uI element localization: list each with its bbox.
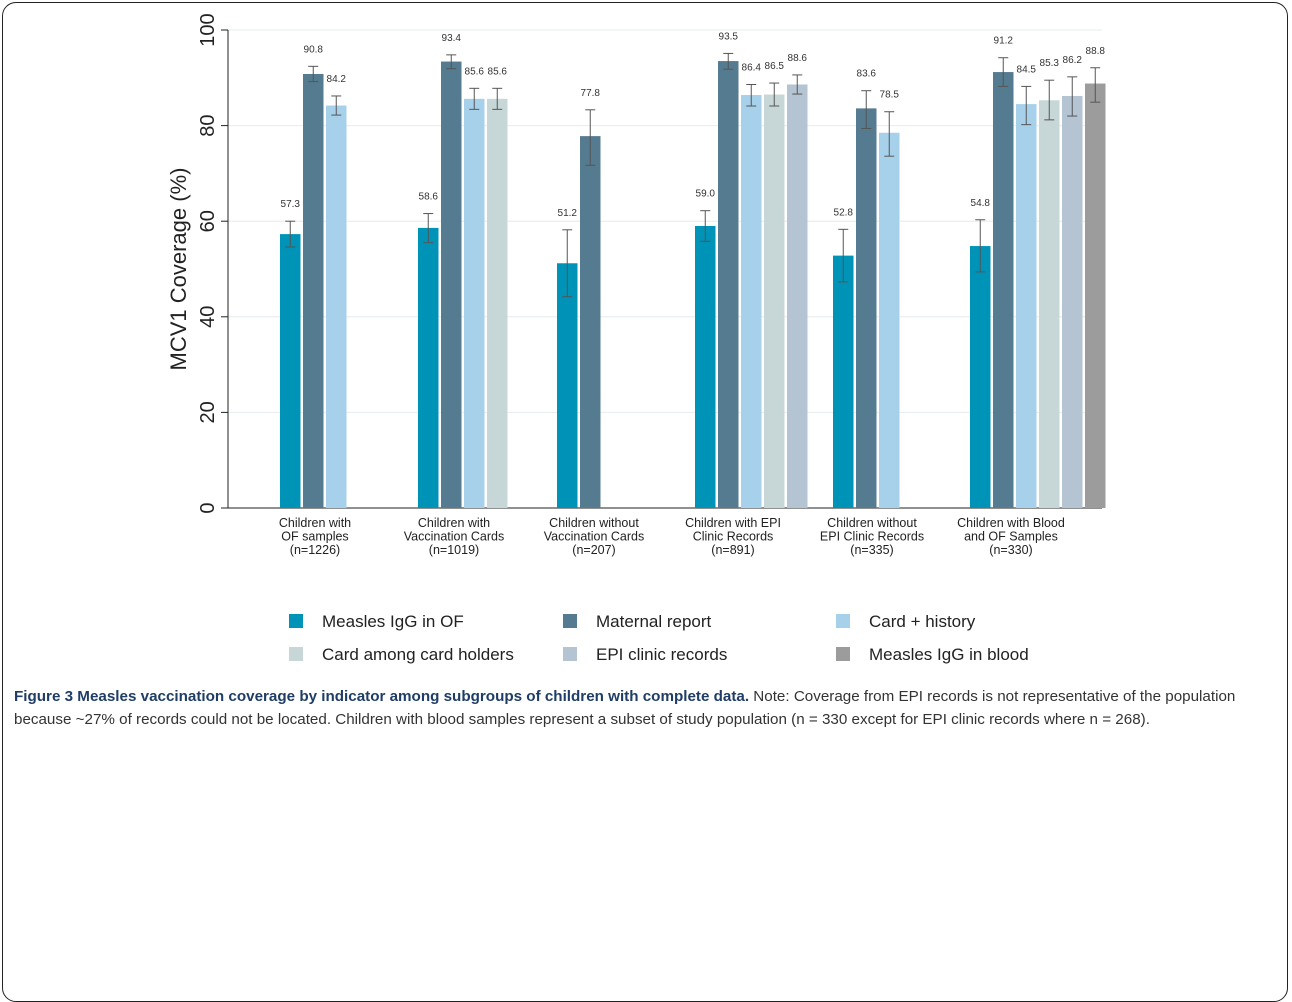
data-label: 59.0 bbox=[696, 189, 716, 200]
data-label: 51.2 bbox=[558, 208, 578, 219]
legend-entry: Maternal report bbox=[596, 612, 712, 631]
data-label: 86.5 bbox=[765, 61, 785, 72]
bar bbox=[487, 98, 508, 508]
x-tick-label: EPI Clinic Records bbox=[820, 530, 924, 544]
bar bbox=[280, 234, 301, 508]
bar bbox=[764, 94, 785, 508]
x-tick-label: (n=207) bbox=[572, 543, 615, 557]
y-tick-label: 60 bbox=[197, 210, 219, 232]
y-tick-label: 40 bbox=[197, 306, 219, 328]
caption-note: Note: Coverage from EPI records is not r… bbox=[14, 688, 1236, 728]
x-tick-label: (n=330) bbox=[989, 543, 1032, 557]
data-label: 84.2 bbox=[327, 74, 347, 85]
bar bbox=[1085, 83, 1106, 508]
x-tick-label: Children with bbox=[418, 516, 490, 530]
legend-entry: Card + history bbox=[869, 612, 976, 631]
data-label: 88.8 bbox=[1086, 46, 1106, 57]
bar bbox=[580, 136, 601, 508]
data-label: 84.5 bbox=[1017, 64, 1037, 75]
data-label: 86.4 bbox=[742, 62, 762, 73]
data-label: 83.6 bbox=[857, 69, 877, 80]
x-tick-label: (n=335) bbox=[850, 543, 893, 557]
legend-entry: Measles IgG in OF bbox=[322, 612, 464, 631]
bar bbox=[1062, 95, 1083, 509]
data-label: 86.2 bbox=[1063, 55, 1083, 66]
x-tick-label: Children with EPI bbox=[685, 516, 781, 530]
legend-swatch bbox=[563, 614, 577, 628]
x-tick-label: (n=1019) bbox=[429, 543, 479, 557]
data-label: 58.6 bbox=[419, 192, 439, 203]
legend-swatch bbox=[563, 647, 577, 661]
y-ticks: 0 20 40 60 80 100 bbox=[197, 13, 228, 514]
legend-entry: Measles IgG in blood bbox=[869, 645, 1029, 664]
data-label: 88.6 bbox=[788, 53, 808, 64]
legend-entry: Card among card holders bbox=[322, 645, 514, 664]
data-label: 85.6 bbox=[488, 66, 508, 77]
data-label: 77.8 bbox=[581, 88, 601, 99]
bar bbox=[879, 132, 900, 508]
bar bbox=[441, 61, 462, 508]
x-tick-label: Vaccination Cards bbox=[404, 530, 505, 544]
legend-swatch bbox=[836, 647, 850, 661]
x-tick-label: Vaccination Cards bbox=[544, 530, 645, 544]
bar bbox=[787, 84, 808, 508]
legend-swatch bbox=[836, 614, 850, 628]
bar bbox=[557, 263, 578, 508]
data-label: 52.8 bbox=[834, 207, 854, 218]
x-tick-label: Children without bbox=[549, 516, 639, 530]
x-tick-label: OF samples bbox=[281, 530, 348, 544]
bar bbox=[741, 95, 762, 509]
y-axis-label: MCV1 Coverage (%) bbox=[166, 168, 191, 371]
bar bbox=[464, 98, 485, 508]
bar bbox=[993, 72, 1014, 509]
bar bbox=[718, 61, 739, 508]
legend-entry: EPI clinic records bbox=[596, 645, 727, 664]
y-tick-label: 80 bbox=[197, 114, 219, 136]
bar bbox=[695, 225, 716, 509]
x-tick-label: (n=891) bbox=[711, 543, 754, 557]
caption-title: Figure 3 Measles vaccination coverage by… bbox=[14, 688, 750, 705]
data-label: 93.5 bbox=[719, 31, 739, 42]
bar bbox=[303, 73, 324, 508]
data-label: 90.8 bbox=[304, 44, 324, 55]
x-tick-label: Children with bbox=[279, 516, 351, 530]
data-label: 85.6 bbox=[465, 66, 485, 77]
y-tick-label: 0 bbox=[197, 502, 219, 513]
data-label: 57.3 bbox=[281, 199, 301, 210]
legend-swatch bbox=[289, 614, 303, 628]
x-tick-label: Children without bbox=[827, 516, 917, 530]
data-label: 91.2 bbox=[994, 36, 1014, 47]
y-tick-label: 20 bbox=[197, 401, 219, 423]
bar bbox=[856, 108, 877, 508]
bar bbox=[1016, 104, 1037, 508]
bar bbox=[326, 105, 347, 509]
y-tick-label: 100 bbox=[197, 13, 219, 46]
data-label: 93.4 bbox=[442, 33, 462, 44]
legend: Measles IgG in OF Maternal report Card + h… bbox=[289, 612, 1029, 664]
x-tick-label: (n=1226) bbox=[290, 543, 340, 557]
legend-swatch bbox=[289, 647, 303, 661]
data-label: 78.5 bbox=[880, 90, 900, 101]
bar bbox=[833, 255, 854, 508]
bars: 57.3 58.6 51.2 59.0 52.8 54.8 90.8 93.4 77.8 93.5… bbox=[280, 31, 1106, 509]
bar bbox=[418, 227, 439, 508]
x-tick-label: Clinic Records bbox=[693, 530, 774, 544]
x-tick-label: and OF Samples bbox=[964, 530, 1058, 544]
data-label: 54.8 bbox=[971, 198, 991, 209]
data-label: 85.3 bbox=[1040, 58, 1060, 69]
x-tick-label: Children with Blood bbox=[957, 516, 1065, 530]
bar bbox=[970, 246, 991, 508]
figure-caption: Figure 3 Measles vaccination coverage by… bbox=[14, 686, 1282, 731]
bar bbox=[1039, 100, 1060, 509]
gridlines bbox=[228, 29, 1102, 413]
